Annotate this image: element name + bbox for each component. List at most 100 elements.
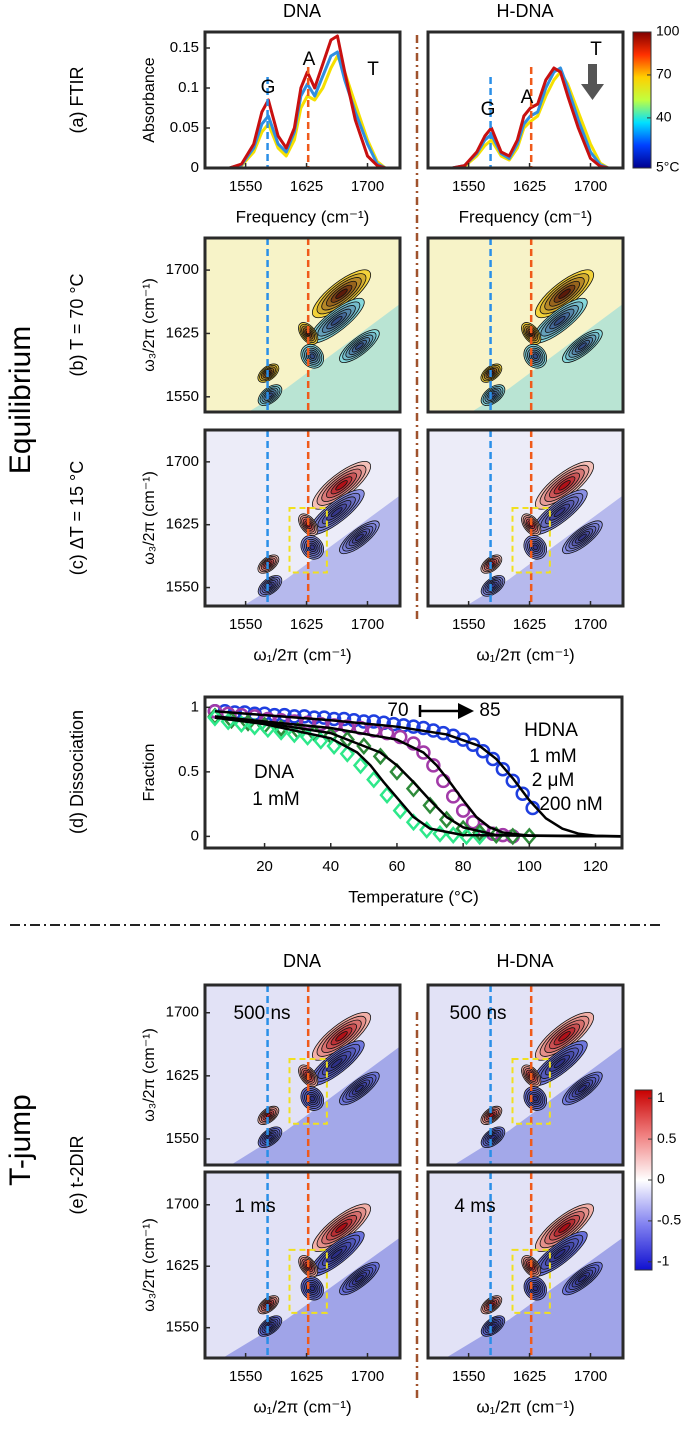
frame <box>426 236 625 414</box>
x-tick-label: 1625 <box>290 1368 323 1385</box>
contour <box>265 1113 271 1118</box>
annotation: 500 ns <box>449 1003 506 1024</box>
plot-area <box>205 430 400 606</box>
plot-area <box>205 238 400 412</box>
line <box>214 716 622 838</box>
contour <box>330 507 343 518</box>
x-axis-label: ω₁/2π (cm⁻¹) <box>476 1397 574 1416</box>
y-tick-label: 0 <box>191 159 199 176</box>
negative-region <box>453 1046 623 1165</box>
contour <box>335 1031 348 1042</box>
x-axis-label: ω₁/2π (cm⁻¹) <box>253 645 351 664</box>
frame <box>203 30 402 170</box>
contour <box>558 480 571 491</box>
marker <box>379 725 395 741</box>
panel-label: (c) ΔT = 15 °C <box>67 461 87 575</box>
y-tick-label: 1550 <box>166 579 199 596</box>
contour <box>309 544 315 551</box>
marker <box>438 810 455 829</box>
x-axis-label: Temperature (°C) <box>348 887 479 906</box>
contour <box>558 1031 571 1042</box>
x-tick-label: 100 <box>517 858 542 875</box>
contour <box>335 288 348 299</box>
marker <box>392 801 408 820</box>
y-axis-label: ω₃/2π (cm⁻¹) <box>141 1028 158 1122</box>
x-tick-label: 1625 <box>513 616 546 633</box>
panel-label: (a) FTIR <box>67 67 87 134</box>
contour <box>578 1274 587 1283</box>
contour <box>558 1222 571 1233</box>
plot-area <box>428 430 623 606</box>
marker <box>386 716 401 732</box>
y-tick-label: 1700 <box>166 1196 199 1213</box>
contour <box>553 507 566 518</box>
contour <box>330 1058 343 1069</box>
annotation: HDNA <box>524 720 578 741</box>
marker <box>379 786 395 805</box>
y-tick-label: 1625 <box>166 324 199 341</box>
negative-region <box>471 303 623 412</box>
contour <box>577 342 587 350</box>
highlight-box <box>511 1058 551 1125</box>
annotation: 2 μM <box>532 770 575 791</box>
marker <box>326 737 342 755</box>
x-tick-label: 1700 <box>351 1368 384 1385</box>
marker <box>313 716 329 732</box>
marker <box>515 786 530 802</box>
contour <box>309 1095 315 1102</box>
x-tick-label: 1625 <box>290 616 323 633</box>
x-tick-label: 1700 <box>351 178 384 195</box>
panel: 1550 1625 1700 Frequency (cm⁻¹) G A T <box>426 30 625 226</box>
tick-label: -1 <box>657 1253 670 1269</box>
x-tick-label: 1625 <box>513 1368 546 1385</box>
x-tick-label: 1550 <box>229 616 262 633</box>
negative-region <box>242 495 400 606</box>
y-tick-label: 1700 <box>166 453 199 470</box>
frame <box>203 236 402 414</box>
contour <box>354 533 364 541</box>
annotation: 1 mM <box>529 746 577 767</box>
section-label: Equilibrium <box>4 326 37 474</box>
marker <box>525 800 540 816</box>
x-tick-label: 40 <box>322 858 339 875</box>
column-title: H-DNA <box>497 1 554 21</box>
x-tick-label: 20 <box>256 858 273 875</box>
contour <box>335 480 348 491</box>
x-tick-label: 1625 <box>290 178 323 195</box>
marker <box>495 762 511 777</box>
x-tick-label: 1550 <box>452 1368 485 1385</box>
y-tick-label: 0 <box>191 827 199 844</box>
x-tick-label: 1550 <box>452 178 485 195</box>
x-tick-label: 1550 <box>229 1368 262 1385</box>
contour <box>532 1285 538 1292</box>
plot-area <box>207 703 622 846</box>
contour <box>330 1249 343 1259</box>
marker <box>416 745 431 760</box>
contour <box>330 315 343 326</box>
frame <box>426 428 625 608</box>
x-axis-label: ω₁/2π (cm⁻¹) <box>253 1397 351 1416</box>
contour <box>532 353 538 360</box>
y-tick-label: 1 <box>191 698 199 715</box>
column-title: DNA <box>283 1 321 21</box>
plot-area <box>205 985 400 1165</box>
line <box>214 715 622 838</box>
highlight-box <box>288 1058 328 1125</box>
negative-region <box>248 303 400 412</box>
negative-region <box>445 1237 623 1358</box>
contour <box>309 353 315 360</box>
tick-label: 0 <box>657 1171 665 1187</box>
contour <box>335 1222 348 1233</box>
panel <box>426 236 625 414</box>
tick-label: 0.5 <box>657 1130 677 1146</box>
plot-area <box>428 985 623 1165</box>
contour <box>309 1285 315 1292</box>
marker <box>393 729 408 745</box>
panel: 1 0.5 0 -0.5 -1 <box>634 1089 681 1271</box>
annotation: DNA <box>254 762 294 783</box>
x-tick-label: 1700 <box>574 616 607 633</box>
contour <box>553 315 566 326</box>
panel: 1550 1625 1700 ω₃/2π (cm⁻¹) <box>141 236 402 414</box>
